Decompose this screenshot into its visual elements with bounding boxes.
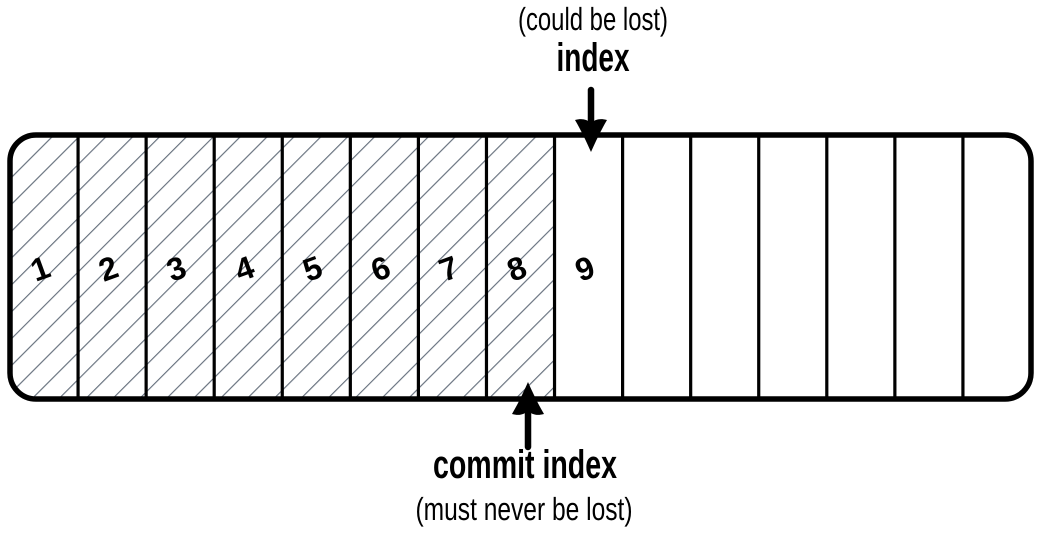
svg-text:commit index: commit index [433,443,617,487]
svg-text:(could be lost): (could be lost) [518,1,668,37]
svg-text:index: index [557,36,630,80]
svg-text:(must never be lost): (must never be lost) [416,491,633,527]
